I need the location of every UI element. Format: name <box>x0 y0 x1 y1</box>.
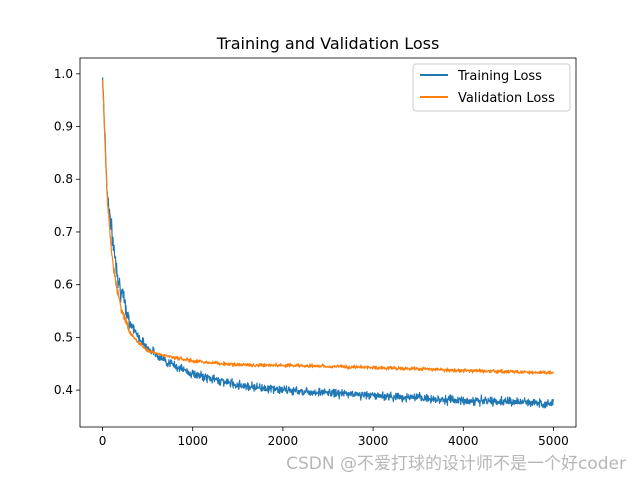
y-tick-label: 0.4 <box>54 383 73 397</box>
legend-label-validation: Validation Loss <box>458 91 555 106</box>
validation-loss-line <box>101 79 555 375</box>
y-tick-label: 0.9 <box>54 120 73 134</box>
y-tick-label: 0.8 <box>54 172 73 186</box>
plot-frame <box>79 57 577 428</box>
watermark: CSDN @不爱打球的设计师不是一个好coder <box>286 454 626 474</box>
legend-box <box>412 63 571 112</box>
y-tick-label: 1.0 <box>54 67 73 81</box>
y-tick-label: 0.6 <box>54 278 73 292</box>
y-axis: 0.4 0.5 0.6 0.7 0.8 0.9 1.0 <box>54 67 80 397</box>
x-tick-label: 4000 <box>448 434 479 448</box>
x-tick-label: 5000 <box>538 434 569 448</box>
training-loss-line <box>101 77 555 409</box>
x-tick-label: 3000 <box>358 434 389 448</box>
x-tick-label: 0 <box>99 434 107 448</box>
x-tick-label: 1000 <box>177 434 208 448</box>
legend-label-training: Training Loss <box>457 69 542 84</box>
y-tick-label: 0.7 <box>54 225 73 239</box>
chart-title: Training and Validation Loss <box>216 34 440 53</box>
series-layer <box>101 77 555 409</box>
x-axis: 0 1000 2000 3000 4000 5000 <box>99 427 569 448</box>
legend: Training Loss Validation Loss <box>412 63 571 112</box>
x-tick-label: 2000 <box>268 434 299 448</box>
y-tick-label: 0.5 <box>54 330 73 344</box>
